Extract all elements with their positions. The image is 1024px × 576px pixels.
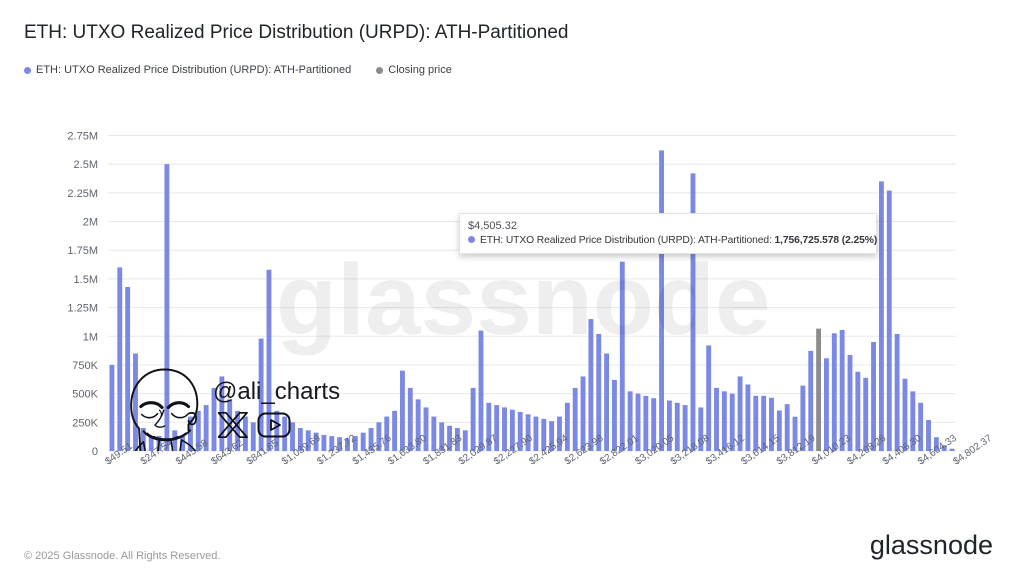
svg-text:500K: 500K — [72, 389, 98, 401]
svg-text:2.75M: 2.75M — [67, 131, 98, 143]
svg-text:1.5M: 1.5M — [74, 274, 98, 286]
svg-text:1M: 1M — [83, 331, 98, 343]
svg-text:0: 0 — [92, 446, 98, 458]
svg-text:250K: 250K — [72, 417, 98, 429]
svg-text:2M: 2M — [83, 217, 98, 229]
svg-text:1.75M: 1.75M — [67, 245, 98, 257]
svg-text:1.25M: 1.25M — [67, 303, 98, 315]
svg-text:2.5M: 2.5M — [74, 159, 98, 171]
svg-text:2.25M: 2.25M — [67, 188, 98, 200]
svg-text:750K: 750K — [72, 360, 98, 372]
svg-text:$4,802.37: $4,802.37 — [951, 433, 994, 468]
